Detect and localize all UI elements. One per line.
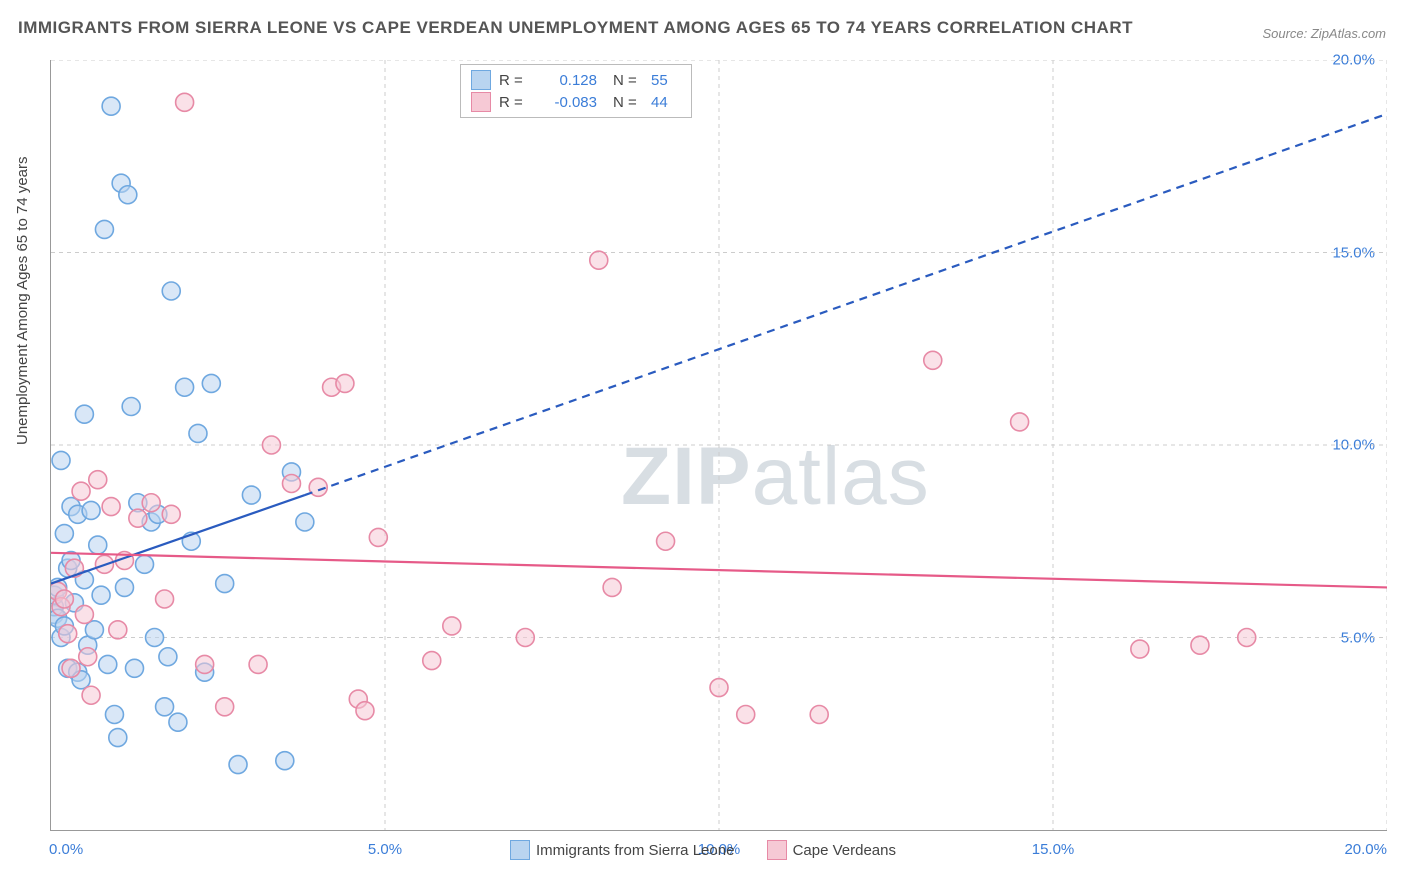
- data-point-cape_verdeans: [356, 702, 374, 720]
- data-point-cape_verdeans: [55, 590, 73, 608]
- data-point-cape_verdeans: [129, 509, 147, 527]
- data-point-cape_verdeans: [590, 251, 608, 269]
- legend-label-series-2: Cape Verdeans: [793, 842, 896, 859]
- data-point-cape_verdeans: [196, 655, 214, 673]
- data-point-cape_verdeans: [82, 686, 100, 704]
- n-label: N =: [613, 72, 643, 89]
- data-point-cape_verdeans: [657, 532, 675, 550]
- data-point-sierra_leone: [89, 536, 107, 554]
- legend-correlation-box: R = 0.128 N = 55 R = -0.083 N = 44: [460, 64, 692, 118]
- data-point-cape_verdeans: [1238, 629, 1256, 647]
- data-point-cape_verdeans: [109, 621, 127, 639]
- r-value-series-2: -0.083: [537, 94, 597, 111]
- data-point-sierra_leone: [52, 451, 70, 469]
- legend-row-series-1: R = 0.128 N = 55: [471, 69, 681, 91]
- data-point-cape_verdeans: [102, 498, 120, 516]
- data-point-cape_verdeans: [810, 706, 828, 724]
- data-point-cape_verdeans: [1131, 640, 1149, 658]
- data-point-sierra_leone: [85, 621, 103, 639]
- data-point-cape_verdeans: [59, 625, 77, 643]
- data-point-cape_verdeans: [369, 528, 387, 546]
- data-point-cape_verdeans: [737, 706, 755, 724]
- data-point-cape_verdeans: [216, 698, 234, 716]
- data-point-sierra_leone: [176, 378, 194, 396]
- data-point-cape_verdeans: [336, 374, 354, 392]
- data-point-cape_verdeans: [176, 93, 194, 111]
- n-value-series-2: 44: [651, 94, 681, 111]
- data-point-sierra_leone: [82, 501, 100, 519]
- data-point-sierra_leone: [146, 629, 164, 647]
- data-point-sierra_leone: [102, 97, 120, 115]
- plot-area: ZIPatlas 5.0%10.0%15.0%20.0%0.0%5.0%10.0…: [50, 60, 1387, 831]
- data-point-cape_verdeans: [924, 351, 942, 369]
- n-value-series-1: 55: [651, 72, 681, 89]
- data-point-cape_verdeans: [79, 648, 97, 666]
- data-point-cape_verdeans: [1191, 636, 1209, 654]
- data-point-cape_verdeans: [142, 494, 160, 512]
- data-point-sierra_leone: [55, 525, 73, 543]
- data-point-sierra_leone: [229, 756, 247, 774]
- data-point-sierra_leone: [136, 555, 154, 573]
- legend-row-series-2: R = -0.083 N = 44: [471, 91, 681, 113]
- data-point-sierra_leone: [92, 586, 110, 604]
- data-point-cape_verdeans: [249, 655, 267, 673]
- data-point-sierra_leone: [156, 698, 174, 716]
- data-point-sierra_leone: [75, 405, 93, 423]
- r-label: R =: [499, 94, 529, 111]
- data-point-sierra_leone: [99, 655, 117, 673]
- swatch-series-2-bottom: [767, 840, 787, 860]
- data-point-sierra_leone: [296, 513, 314, 531]
- data-point-cape_verdeans: [156, 590, 174, 608]
- data-point-sierra_leone: [105, 706, 123, 724]
- data-point-sierra_leone: [119, 186, 137, 204]
- swatch-series-1-bottom: [510, 840, 530, 860]
- r-value-series-1: 0.128: [537, 72, 597, 89]
- data-point-cape_verdeans: [72, 482, 90, 500]
- data-point-cape_verdeans: [710, 679, 728, 697]
- data-point-sierra_leone: [95, 220, 113, 238]
- data-point-cape_verdeans: [282, 475, 300, 493]
- data-point-cape_verdeans: [262, 436, 280, 454]
- y-axis-label: Unemployment Among Ages 65 to 74 years: [14, 156, 31, 445]
- data-point-sierra_leone: [126, 659, 144, 677]
- n-label: N =: [613, 94, 643, 111]
- trend-line-extrapolated-sierra_leone: [305, 114, 1387, 495]
- swatch-series-1: [471, 70, 491, 90]
- legend-item-series-1: Immigrants from Sierra Leone: [510, 840, 734, 860]
- source-attribution: Source: ZipAtlas.com: [1262, 26, 1386, 41]
- data-point-sierra_leone: [202, 374, 220, 392]
- scatter-svg: [51, 60, 1387, 830]
- data-point-cape_verdeans: [1011, 413, 1029, 431]
- swatch-series-2: [471, 92, 491, 112]
- data-point-cape_verdeans: [75, 605, 93, 623]
- data-point-sierra_leone: [162, 282, 180, 300]
- data-point-sierra_leone: [159, 648, 177, 666]
- data-point-cape_verdeans: [516, 629, 534, 647]
- data-point-sierra_leone: [276, 752, 294, 770]
- data-point-cape_verdeans: [89, 471, 107, 489]
- data-point-sierra_leone: [109, 729, 127, 747]
- data-point-cape_verdeans: [423, 652, 441, 670]
- data-point-cape_verdeans: [443, 617, 461, 635]
- legend-label-series-1: Immigrants from Sierra Leone: [536, 842, 734, 859]
- data-point-cape_verdeans: [62, 659, 80, 677]
- r-label: R =: [499, 72, 529, 89]
- data-point-sierra_leone: [189, 424, 207, 442]
- legend-item-series-2: Cape Verdeans: [767, 840, 896, 860]
- data-point-cape_verdeans: [603, 578, 621, 596]
- chart-title: IMMIGRANTS FROM SIERRA LEONE VS CAPE VER…: [18, 18, 1133, 38]
- legend-series-names: Immigrants from Sierra Leone Cape Verdea…: [0, 840, 1406, 864]
- data-point-sierra_leone: [242, 486, 260, 504]
- data-point-sierra_leone: [115, 578, 133, 596]
- data-point-cape_verdeans: [162, 505, 180, 523]
- data-point-sierra_leone: [169, 713, 187, 731]
- data-point-sierra_leone: [122, 398, 140, 416]
- data-point-sierra_leone: [216, 575, 234, 593]
